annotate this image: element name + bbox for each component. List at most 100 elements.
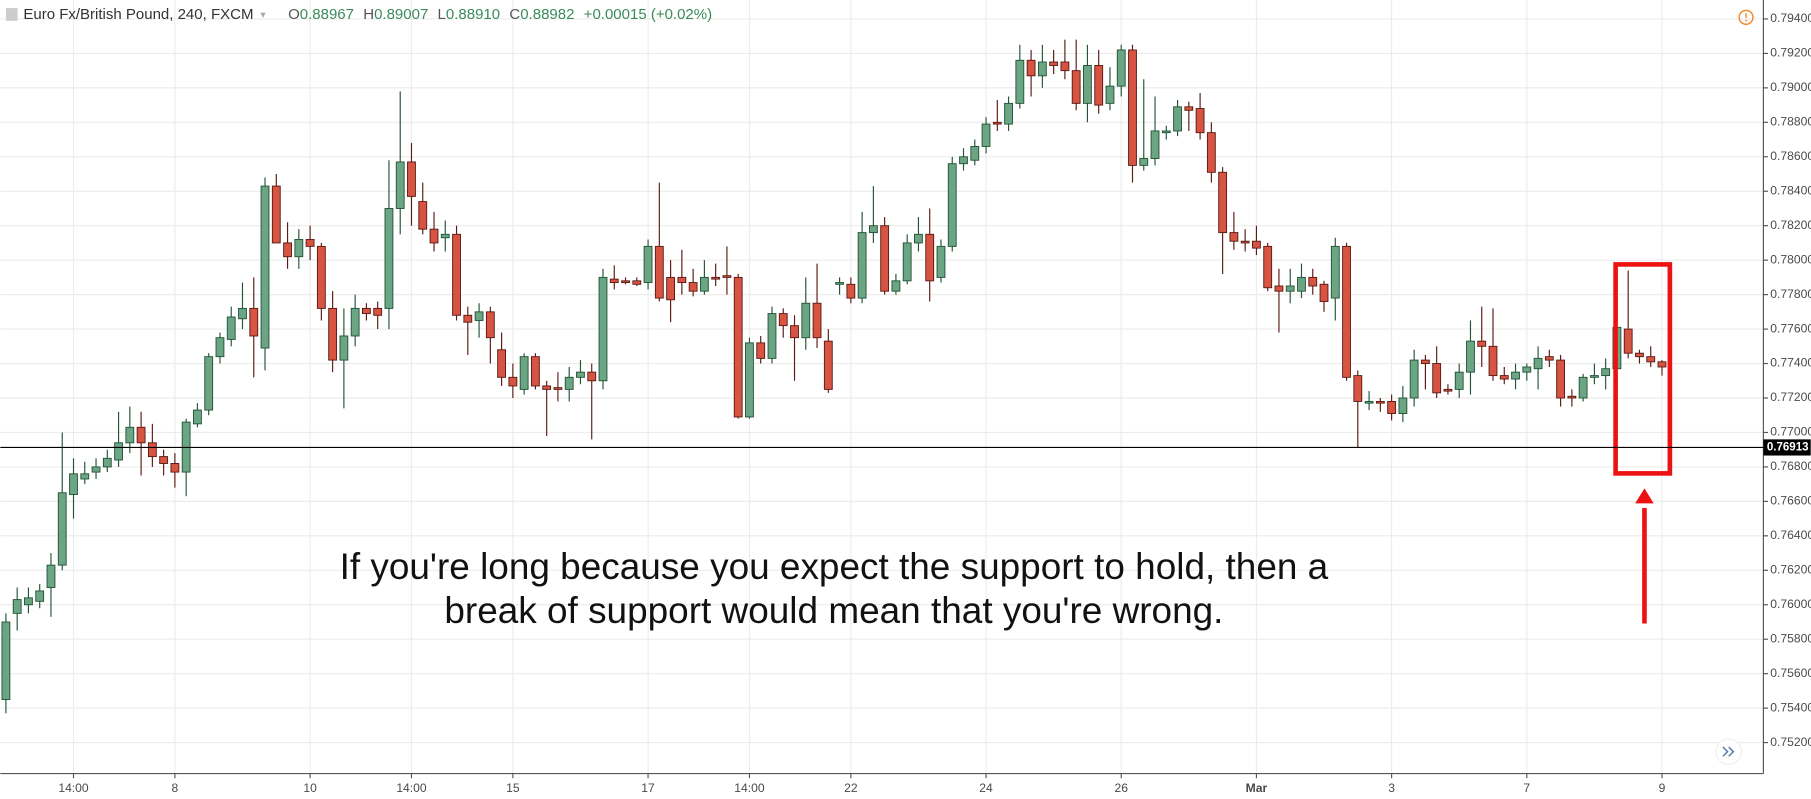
candle-body <box>801 302 811 339</box>
candle-body <box>1567 395 1577 399</box>
candle-body <box>1128 49 1137 166</box>
candle-body <box>1364 400 1374 404</box>
candle-body <box>1285 285 1295 292</box>
candle-body <box>238 307 247 320</box>
candle-body <box>1015 59 1025 104</box>
scroll-icon <box>1722 746 1729 757</box>
alert-icon[interactable] <box>1738 9 1754 25</box>
ohlc-key: L <box>438 6 446 23</box>
y-tick-label: 0.78000 <box>1770 252 1811 266</box>
x-tick-label: 22 <box>844 781 858 795</box>
candle-body <box>1409 359 1419 399</box>
candle-body <box>902 242 912 282</box>
candle-body <box>835 282 844 285</box>
scroll-button[interactable] <box>1715 738 1743 765</box>
candle-body <box>519 356 529 390</box>
candle-body <box>1330 245 1340 299</box>
candle-body <box>485 311 495 339</box>
candle-body <box>147 442 157 458</box>
candle-body <box>1206 132 1216 173</box>
candle-body <box>24 597 33 606</box>
candle-body <box>316 245 326 309</box>
y-tick-label: 0.75400 <box>1770 700 1811 714</box>
candle-body <box>1589 375 1599 378</box>
candle-body <box>1026 59 1036 77</box>
y-tick-label: 0.78600 <box>1770 149 1811 163</box>
annotation-line: If you're long because you expect the su… <box>340 546 1329 587</box>
candle-body <box>1 621 11 700</box>
candle-body <box>429 228 439 244</box>
candle-body <box>1556 359 1566 399</box>
candle-body <box>711 276 721 280</box>
candle-body <box>395 161 405 209</box>
candle-body <box>1297 276 1306 292</box>
candle-body <box>1004 102 1013 125</box>
alert-icon-dot <box>1745 19 1747 22</box>
chart-title: Euro Fx/British Pound, 240, FXCM <box>23 6 253 23</box>
candle-body <box>1184 106 1194 111</box>
y-tick-label: 0.78800 <box>1770 115 1811 129</box>
candle-body <box>1116 49 1126 87</box>
candle-body <box>1387 400 1397 414</box>
candle-body <box>1635 352 1644 358</box>
x-tick-label: 9 <box>1659 781 1666 795</box>
price-label: 0.76913 <box>1767 441 1809 453</box>
candle-body <box>699 276 709 292</box>
candle-body <box>215 337 225 358</box>
candle-body <box>46 564 56 588</box>
candle-body <box>812 302 822 339</box>
x-tick-label: 14:00 <box>58 781 89 795</box>
candle-body <box>35 590 45 602</box>
ohlc-value: 0.89007 <box>374 6 428 23</box>
candle-body <box>1601 368 1611 377</box>
candle-body <box>1150 130 1160 159</box>
candle-body <box>305 239 315 247</box>
candle-body <box>891 280 901 292</box>
candle-body <box>1522 366 1532 373</box>
candle-body <box>1139 158 1149 166</box>
x-tick-label: 14:00 <box>734 781 765 795</box>
candle-body <box>159 456 169 464</box>
candle-body <box>1443 388 1453 392</box>
candle-body <box>677 276 687 284</box>
candle-body <box>914 233 923 244</box>
candle-body <box>463 314 473 323</box>
candle-body <box>1533 357 1543 370</box>
y-tick-label: 0.79000 <box>1770 80 1811 94</box>
price-label-box <box>1763 439 1811 456</box>
candle-body <box>1060 61 1070 72</box>
candle-body <box>350 307 360 337</box>
candle-body <box>576 371 585 378</box>
symbol-icon <box>6 8 18 21</box>
y-tick-label: 0.77600 <box>1770 321 1811 335</box>
candle-body <box>1488 345 1498 377</box>
candle-body <box>1274 285 1284 292</box>
candle-body <box>440 233 450 239</box>
header: Euro Fx/British Pound, 240, FXCM ▾ O 0.889… <box>6 6 712 23</box>
candle-body <box>542 385 552 390</box>
candle-body <box>666 276 675 301</box>
y-tick-label: 0.77200 <box>1770 390 1811 404</box>
candle-body <box>1195 108 1205 134</box>
y-tick-label: 0.77800 <box>1770 287 1811 301</box>
candle-body <box>193 409 202 425</box>
candle-body <box>1375 400 1385 404</box>
candle-body <box>947 163 957 247</box>
y-tick-label: 0.76000 <box>1770 597 1811 611</box>
candle-body <box>632 280 642 285</box>
candle-body <box>1105 85 1115 104</box>
candle-body <box>1421 359 1430 365</box>
candle-body <box>91 466 101 473</box>
x-tick-label: Mar <box>1246 781 1268 795</box>
candle-body <box>1432 363 1442 394</box>
candle-body <box>1578 376 1588 399</box>
candle-body <box>587 371 597 382</box>
candle-body <box>294 239 304 258</box>
ohlc-key: O <box>288 6 300 23</box>
candle-body <box>643 245 653 284</box>
candle-body <box>598 276 608 382</box>
candle-body <box>508 376 518 387</box>
candle-body <box>530 356 540 387</box>
candle-body <box>373 307 383 316</box>
candle-body <box>1263 245 1273 289</box>
